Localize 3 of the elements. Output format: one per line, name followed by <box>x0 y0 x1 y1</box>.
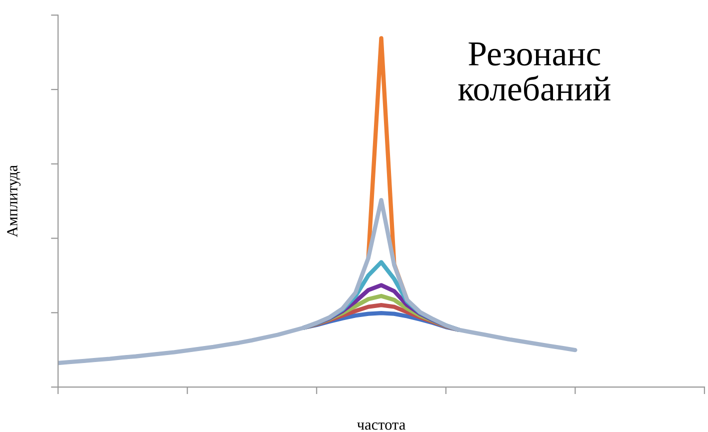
x-axis-title: частота <box>357 422 406 430</box>
chart-title: Резонанс колебаний <box>458 42 610 101</box>
y-axis-title: Амплитуда <box>7 165 21 238</box>
